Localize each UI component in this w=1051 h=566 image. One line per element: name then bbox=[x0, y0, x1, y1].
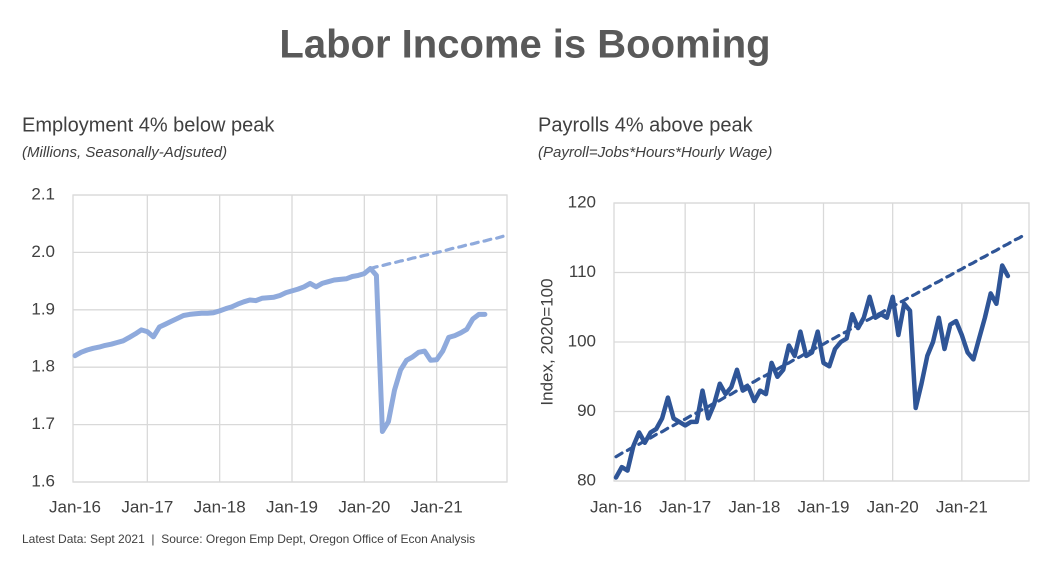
x-tick-label: Jan-16 bbox=[590, 497, 642, 516]
x-tick-label: Jan-19 bbox=[798, 497, 850, 516]
chart-subtitle: (Payroll=Jobs*Hours*Hourly Wage) bbox=[538, 144, 772, 161]
y-tick-label: 2.0 bbox=[31, 242, 55, 261]
chart-title: Employment 4% below peak bbox=[22, 114, 275, 136]
y-tick-label: 100 bbox=[568, 331, 596, 350]
x-tick-label: Jan-18 bbox=[194, 497, 246, 516]
y-tick-label: 1.9 bbox=[31, 299, 55, 318]
y-tick-label: 110 bbox=[569, 262, 596, 281]
x-tick-label: Jan-17 bbox=[659, 497, 711, 516]
footnote: Latest Data: Sept 2021 | Source: Oregon … bbox=[22, 532, 475, 546]
data-line bbox=[613, 263, 1011, 480]
chart-title: Payrolls 4% above peak bbox=[538, 114, 754, 136]
y-tick-label: 1.8 bbox=[31, 357, 55, 376]
y-axis-label: Index, 2020=100 bbox=[537, 278, 556, 405]
y-tick-label: 90 bbox=[577, 401, 596, 420]
x-tick-label: Jan-17 bbox=[121, 497, 173, 516]
x-tick-label: Jan-21 bbox=[411, 497, 463, 516]
y-tick-label: 80 bbox=[577, 470, 596, 489]
page-title: Labor Income is Booming bbox=[279, 23, 770, 67]
data-line bbox=[72, 266, 488, 434]
x-tick-label: Jan-20 bbox=[867, 497, 919, 516]
x-tick-label: Jan-20 bbox=[338, 497, 390, 516]
y-tick-label: 2.1 bbox=[31, 184, 55, 203]
y-tick-label: 1.6 bbox=[31, 471, 55, 490]
x-tick-label: Jan-21 bbox=[936, 497, 988, 516]
plot-frame bbox=[72, 194, 508, 483]
y-tick-label: 1.7 bbox=[31, 414, 55, 433]
x-tick-label: Jan-16 bbox=[49, 497, 101, 516]
x-tick-label: Jan-19 bbox=[266, 497, 318, 516]
y-tick-label: 120 bbox=[568, 192, 596, 211]
trend-line bbox=[614, 232, 1027, 459]
chart-subtitle: (Millions, Seasonally-Adjsuted) bbox=[22, 144, 227, 161]
trend-line bbox=[368, 234, 505, 271]
plot-frame bbox=[613, 202, 1030, 482]
x-tick-label: Jan-18 bbox=[728, 497, 780, 516]
